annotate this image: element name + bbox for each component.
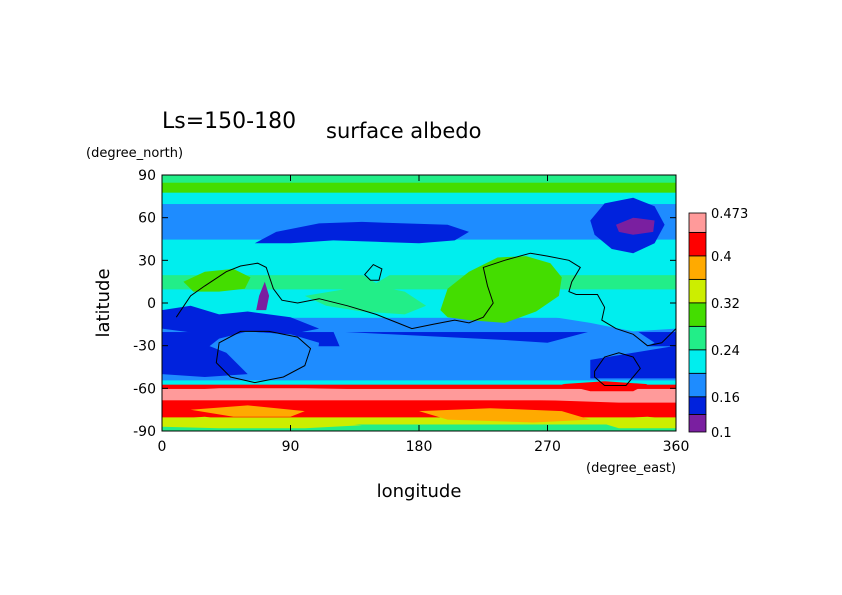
albedo-region-6	[256, 281, 270, 311]
albedo-region-3	[254, 221, 469, 244]
colorbar-swatch	[688, 212, 707, 233]
y-axis: 90 60 30 0 -30 -60 -90	[133, 168, 676, 440]
colorbar-swatch	[688, 349, 707, 374]
x-tick-label: 0	[158, 439, 167, 455]
albedo-field	[162, 175, 676, 431]
y-tick-label: -90	[133, 424, 156, 440]
colorbar-swatch	[688, 372, 707, 398]
colorbar-swatch	[688, 325, 707, 351]
y-tick-label: 30	[138, 253, 156, 269]
x-tick-label: 180	[406, 439, 433, 455]
y-axis-label: latitude	[93, 268, 114, 337]
albedo-region-9	[333, 328, 655, 366]
colorbar: 0.1 0.16 0.24 0.32 0.4 0.473	[688, 207, 748, 441]
colorbar-swatch	[688, 396, 707, 415]
zonal-band-17	[162, 203, 676, 219]
zonal-band-2	[162, 409, 676, 418]
zonal-band-19	[162, 182, 676, 193]
y-tick-label: -60	[133, 381, 156, 397]
albedo-region-0	[440, 256, 562, 323]
colorbar-tick-label: 0.473	[711, 207, 748, 222]
albedo-region-11	[162, 338, 248, 377]
zonal-band-11	[162, 303, 676, 318]
colorbar-swatch	[688, 413, 707, 433]
zonal-band-3	[162, 399, 676, 411]
albedo-region-2	[304, 285, 427, 315]
albedo-region-5	[616, 217, 655, 235]
x-axis-label: longitude	[377, 481, 462, 502]
albedo-region-18	[590, 416, 676, 429]
y-tick-label: 60	[138, 211, 156, 227]
contour-line-2	[594, 352, 641, 386]
albedo-region-13	[547, 300, 676, 332]
colorbar-tick-label: 0.4	[711, 250, 732, 265]
contour-line-1	[215, 330, 312, 384]
albedo-region-16	[419, 408, 591, 423]
colorbar-tick-label: 0.24	[711, 344, 740, 359]
x-tick-label: 270	[534, 439, 561, 455]
colorbar-swatch	[688, 255, 707, 280]
albedo-region-12	[590, 345, 676, 379]
albedo-region-14	[361, 267, 391, 284]
y-tick-label: 0	[147, 296, 156, 312]
chart-subtitle: surface albedo	[326, 119, 481, 143]
colorbar-swatch	[688, 278, 707, 304]
zonal-band-5	[162, 384, 676, 389]
colorbar-tick-label: 0.1	[711, 426, 732, 441]
contour-line-3	[364, 263, 383, 281]
colorbar-tick-label: 0.16	[711, 391, 740, 406]
x-tick-label: 90	[282, 439, 300, 455]
zonal-band-15	[162, 239, 676, 261]
x-tick-label: 360	[663, 439, 690, 455]
chart-title: Ls=150-180	[162, 109, 296, 134]
albedo-region-19	[162, 388, 676, 403]
zonal-band-1	[162, 416, 676, 425]
albedo-region-1	[183, 268, 251, 292]
albedo-region-17	[162, 416, 362, 429]
topography-contours	[175, 252, 676, 386]
y-tick-label: -30	[133, 339, 156, 355]
y-unit-label: (degree_north)	[86, 146, 183, 161]
albedo-region-10	[162, 305, 320, 335]
zonal-band-6	[162, 379, 676, 385]
contour-line-0	[175, 252, 676, 347]
colorbar-swatch	[688, 231, 707, 257]
albedo-region-15	[190, 405, 305, 417]
albedo-region-20	[561, 381, 648, 392]
y-tick-label: 90	[138, 168, 156, 184]
x-axis: 0 90 180 270 360	[158, 175, 690, 455]
x-unit-label: (degree_east)	[586, 461, 676, 476]
colorbar-swatch	[688, 302, 707, 327]
colorbar-tick-label: 0.32	[711, 297, 740, 312]
zonal-band-18	[162, 192, 676, 205]
